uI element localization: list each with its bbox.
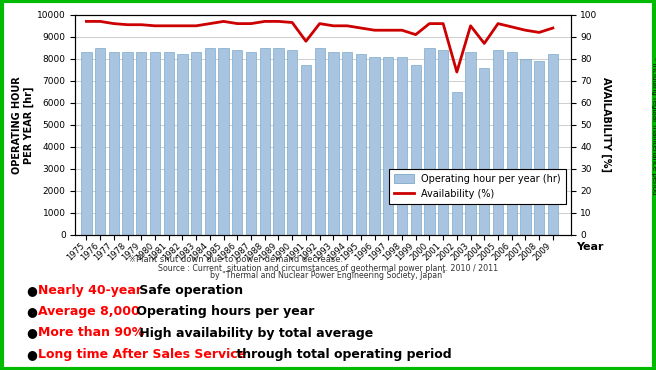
Text: ●: ● [26,305,37,318]
Text: Nearly 40-year: Nearly 40-year [38,284,142,297]
Bar [465,52,476,235]
Text: ●: ● [26,326,37,340]
Text: * Including regular maintenance period: * Including regular maintenance period [651,57,656,195]
Bar [534,61,544,235]
Bar [287,50,297,235]
Bar [369,57,380,235]
Bar [95,48,105,235]
Bar [452,92,462,235]
Text: by "Thermal and Nuclear Power Engineering Society, Japan": by "Thermal and Nuclear Power Engineerin… [210,270,446,279]
Bar [205,48,215,235]
Text: Source : Current  situation and circumstances of geothermal power plant. 2010 / : Source : Current situation and circumsta… [158,264,498,273]
Bar [109,52,119,235]
Bar [81,52,92,235]
Bar [246,52,256,235]
Bar [548,54,558,235]
Bar [383,57,394,235]
Text: Average 8,000: Average 8,000 [38,305,140,318]
Bar [301,65,311,235]
Text: ●: ● [26,284,37,297]
Bar [411,65,421,235]
Text: Safe operation: Safe operation [135,284,243,297]
Text: Operating hours per year: Operating hours per year [132,305,314,318]
Bar [163,52,174,235]
Bar [191,52,201,235]
Bar [520,59,531,235]
Bar [218,48,229,235]
Text: ※Plant shut down due to power demand decrease.: ※Plant shut down due to power demand dec… [129,255,343,264]
Text: High availability by total average: High availability by total average [135,326,373,340]
Bar [150,52,160,235]
Y-axis label: OPERATING HOUR
PER YEAR [hr]: OPERATING HOUR PER YEAR [hr] [12,76,34,174]
Text: ●: ● [26,348,37,361]
Y-axis label: AVAILABILITY [%]: AVAILABILITY [%] [602,77,611,172]
Bar [356,54,366,235]
Text: More than 90%: More than 90% [38,326,144,340]
Bar [493,50,503,235]
Bar [328,52,338,235]
Bar [506,52,517,235]
Text: through total operating period: through total operating period [232,348,451,361]
Bar [479,68,489,235]
Bar [342,52,352,235]
Text: Year: Year [576,242,604,252]
Bar [177,54,188,235]
Bar [397,57,407,235]
Bar [136,52,146,235]
Bar [314,48,325,235]
Bar [438,50,448,235]
Legend: Operating hour per year (hr), Availability (%): Operating hour per year (hr), Availabili… [389,169,566,204]
Bar [232,50,243,235]
Bar [424,48,434,235]
Bar [260,48,270,235]
Text: Long time After Sales Service: Long time After Sales Service [38,348,246,361]
Bar [123,52,133,235]
Bar [274,48,283,235]
